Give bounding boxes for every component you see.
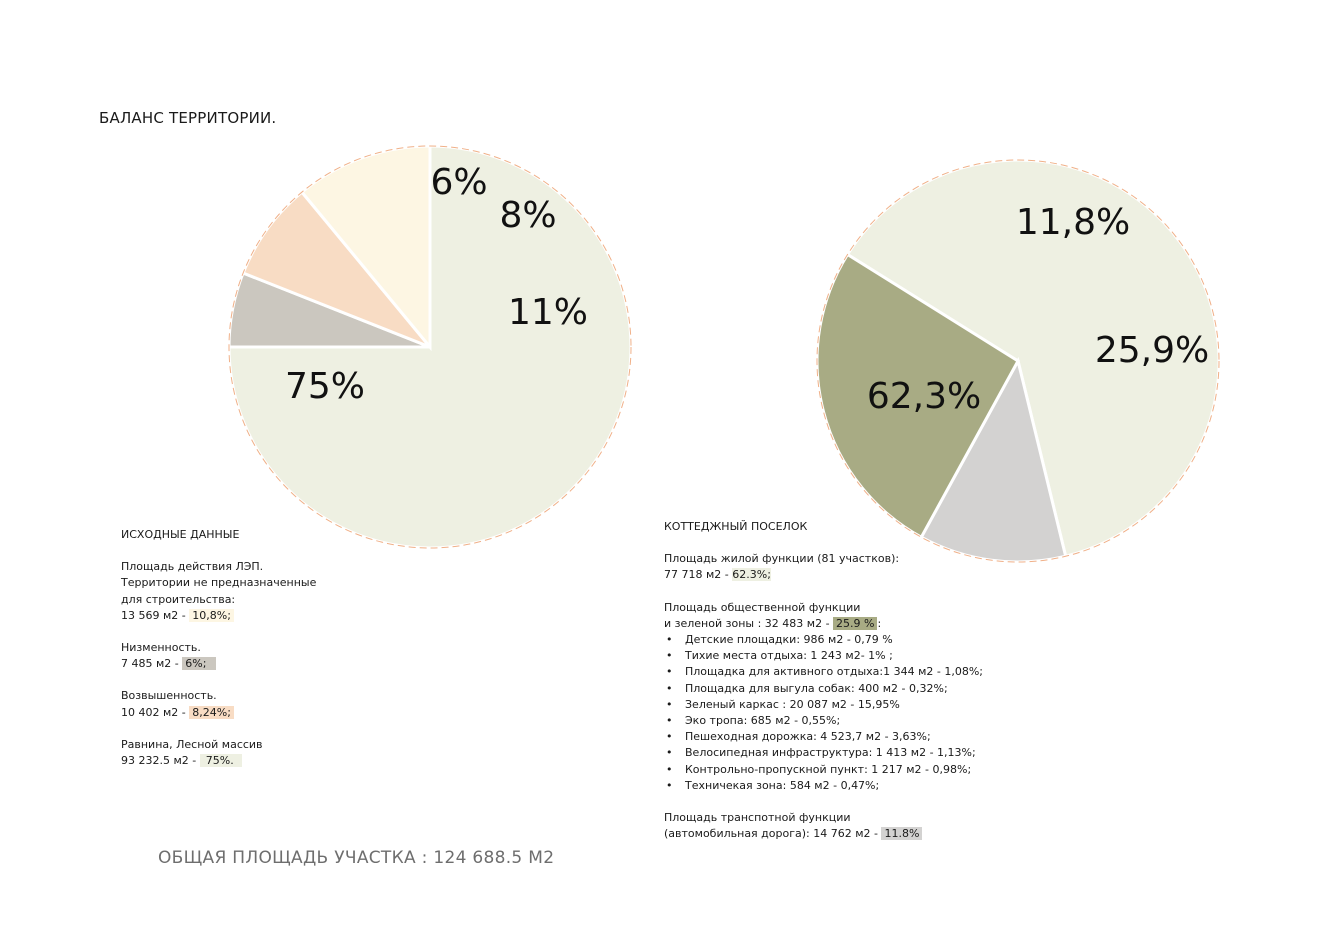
pie-slice-label: 11% xyxy=(508,292,588,333)
pie-outline xyxy=(816,159,1220,563)
list-item: Площадка для выгула собак: 400 м2 - 0,32… xyxy=(664,681,1024,697)
low-value: 7 485 м2 - xyxy=(121,657,183,671)
list-item: Зеленый каркас : 20 087 м2 - 15,95% xyxy=(664,697,1024,713)
page-title: БАЛАНС ТЕРРИТОРИИ. xyxy=(99,109,277,127)
transport-pct-badge: 11.8% xyxy=(881,827,923,841)
living-title: Площадь жилой функции (81 участков): xyxy=(664,552,900,566)
living-value-row: 77 718 м2 - 62.3%; xyxy=(664,567,1024,583)
high-value-row: 10 402 м2 - 8,24%; xyxy=(121,705,381,721)
pie-slice-label: 25,9% xyxy=(1095,330,1209,371)
legend-heading: КОТТЕДЖНЫЙ ПОСЕЛОК xyxy=(664,520,808,533)
pie-slice-label: 75% xyxy=(285,366,365,407)
pie-slice-label: 62,3% xyxy=(867,376,981,417)
lep-value-row: 13 569 м2 - 10,8%; xyxy=(121,608,381,624)
high-value: 10 402 м2 - xyxy=(121,705,190,719)
legend-cottage-village: КОТТЕДЖНЫЙ ПОСЕЛОК Площадь жилой функции… xyxy=(664,519,1024,842)
lep-line-1: Площадь действия ЛЭП. xyxy=(121,560,264,574)
list-item: Пешеходная дорожка: 4 523,7 м2 - 3,63%; xyxy=(664,729,1024,745)
transport-value: (автомобильная дорога): 14 762 м2 - xyxy=(664,827,882,841)
pie-chart-1: 75% 6% 8% 11% xyxy=(227,144,633,550)
lep-pct-badge: 10,8%; xyxy=(189,608,234,622)
list-item: Эко тропа: 685 м2 - 0,55%; xyxy=(664,713,1024,729)
public-line-1: Площадь общественной функции xyxy=(664,600,861,614)
plain-value-row: 93 232.5 м2 - 75%. xyxy=(121,753,381,769)
public-value: и зеленой зоны : 32 483 м2 - xyxy=(664,616,834,630)
transport-value-row: (автомобильная дорога): 14 762 м2 - 11.8… xyxy=(664,826,1024,842)
legend-initial-data: ИСХОДНЫЕ ДАННЫЕ Площадь действия ЛЭП. Те… xyxy=(121,527,381,769)
public-items-list: Детские площадки: 986 м2 - 0,79 % Тихие … xyxy=(664,632,1024,794)
plain-pct-badge: 75%. xyxy=(199,754,242,768)
low-value-row: 7 485 м2 - 6%; xyxy=(121,656,381,672)
lep-line-3: для строительства: xyxy=(121,592,236,606)
list-item: Детские площадки: 986 м2 - 0,79 % xyxy=(664,632,1024,648)
list-item: Велосипедная инфраструктура: 1 413 м2 - … xyxy=(664,745,1024,761)
list-item: Техничекая зона: 584 м2 - 0,47%; xyxy=(664,778,1024,794)
legend-heading: ИСХОДНЫЕ ДАННЫЕ xyxy=(121,528,240,541)
living-pct-badge: 62.3%; xyxy=(732,568,771,582)
plain-value: 93 232.5 м2 - xyxy=(121,754,200,768)
list-item: Контрольно-пропускной пункт: 1 217 м2 - … xyxy=(664,762,1024,778)
high-pct-badge: 8,24%; xyxy=(189,705,234,719)
low-title: Низменность. xyxy=(121,641,201,655)
total-area: ОБЩАЯ ПЛОЩАДЬ УЧАСТКА : 124 688.5 М2 xyxy=(158,848,555,868)
transport-line-1: Площадь транспотной функции xyxy=(664,811,851,825)
public-pct-badge: 25.9 % xyxy=(833,616,878,630)
list-item: Площадка для активного отдыха:1 344 м2 -… xyxy=(664,664,1024,680)
pie-outline xyxy=(228,145,632,549)
list-item: Тихие места отдыха: 1 243 м2- 1% ; xyxy=(664,648,1024,664)
low-pct-badge: 6%; xyxy=(182,657,217,671)
pie-slice-label: 6% xyxy=(430,162,487,203)
high-title: Возвышенность. xyxy=(121,689,217,703)
plain-title: Равнина, Лесной массив xyxy=(121,737,263,751)
pie-chart-2: 62,3% 11,8% 25,9% xyxy=(815,158,1221,564)
pie-slice-label: 8% xyxy=(499,195,556,236)
pie-slice-label: 11,8% xyxy=(1016,202,1130,243)
lep-line-2: Территории не предназначенные xyxy=(121,576,317,590)
lep-value: 13 569 м2 - xyxy=(121,608,190,622)
living-value: 77 718 м2 - xyxy=(664,568,733,582)
public-suffix: : xyxy=(877,616,882,630)
public-value-row: и зеленой зоны : 32 483 м2 - 25.9 %: xyxy=(664,616,1024,632)
